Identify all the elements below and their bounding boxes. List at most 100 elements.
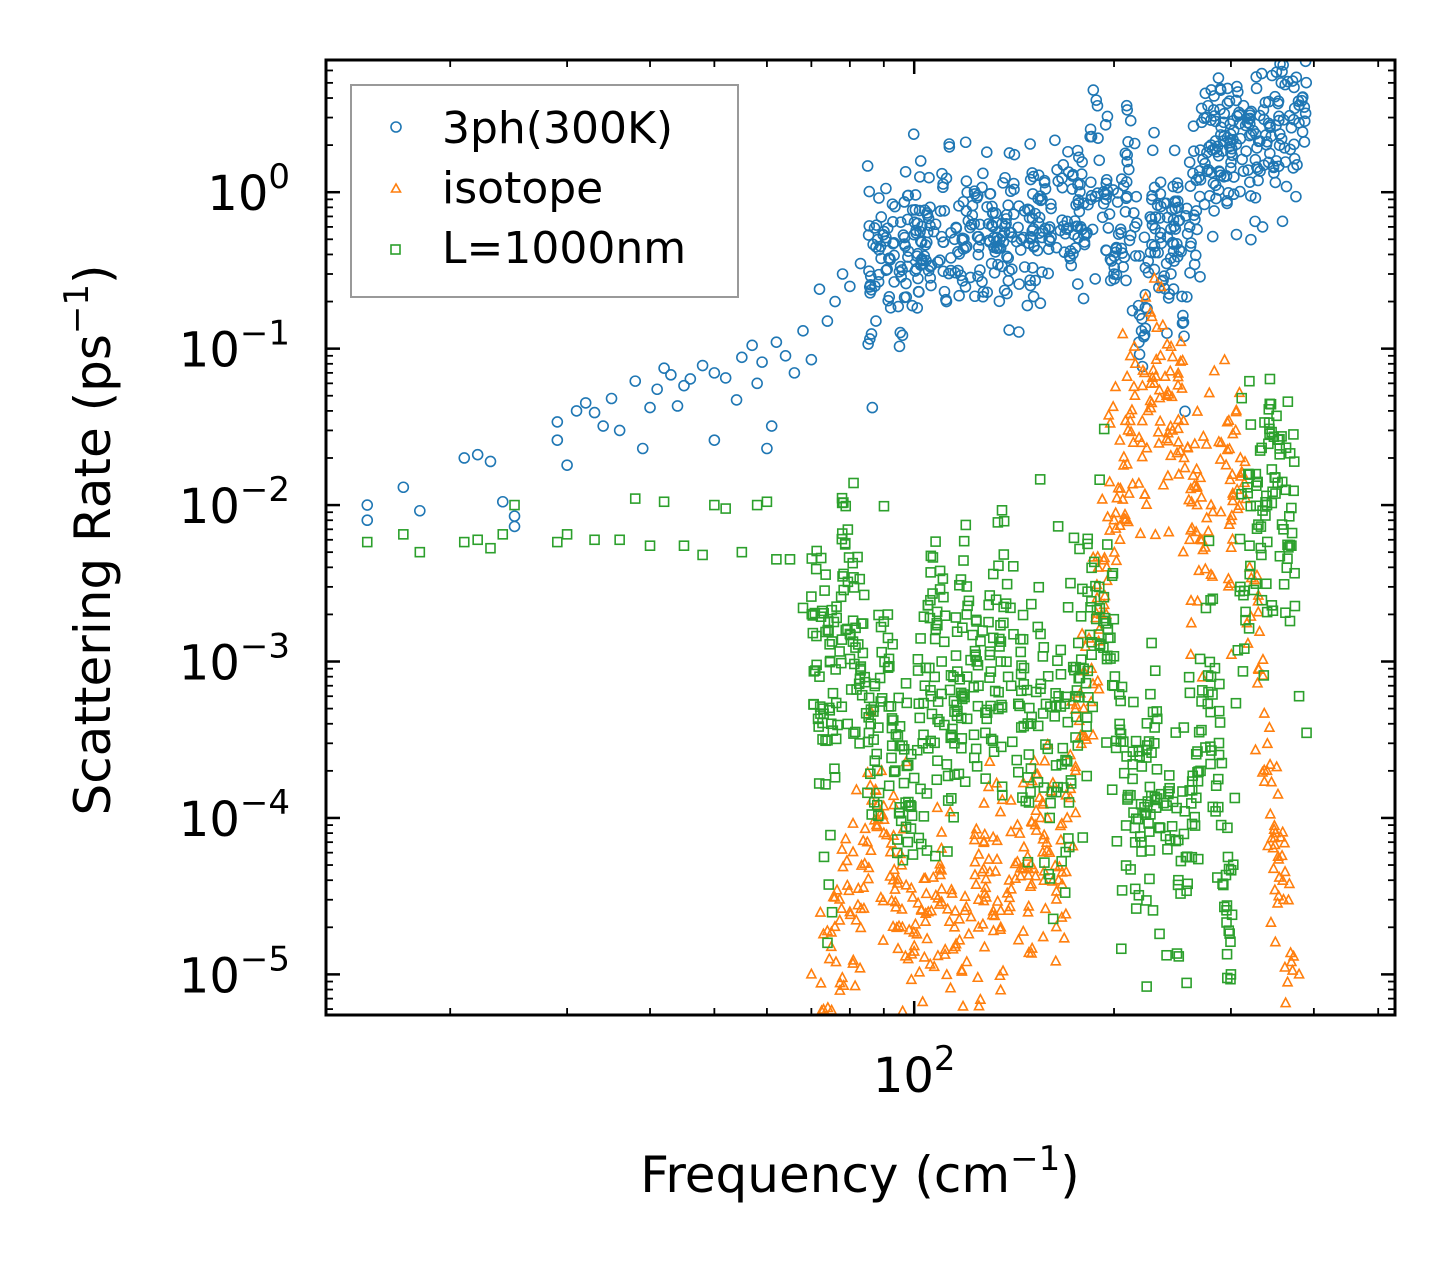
data-point-isotope xyxy=(858,857,871,869)
data-point-3ph xyxy=(1189,249,1202,262)
data-point-isotope xyxy=(1005,882,1018,894)
y-tick-label: 10−5 xyxy=(179,939,290,1004)
data-point-isotope xyxy=(1188,479,1201,491)
data-point-3ph xyxy=(1160,257,1173,270)
data-point-3ph xyxy=(1024,173,1037,186)
data-point-l1000nm xyxy=(614,534,625,546)
data-point-3ph xyxy=(927,225,940,238)
data-point-3ph xyxy=(893,340,906,353)
data-point-isotope xyxy=(960,955,973,967)
data-point-3ph xyxy=(893,265,906,278)
data-point-isotope xyxy=(1096,492,1109,504)
data-point-3ph xyxy=(880,264,892,277)
data-point-l1000nm xyxy=(1060,754,1071,766)
data-point-l1000nm xyxy=(1026,598,1037,610)
data-point-isotope xyxy=(1099,589,1111,601)
data-point-3ph xyxy=(1237,165,1250,178)
data-point-3ph xyxy=(1203,190,1216,202)
data-point-isotope xyxy=(1056,817,1068,829)
data-point-isotope xyxy=(1261,737,1274,749)
data-point-isotope xyxy=(1197,543,1209,555)
data-point-l1000nm xyxy=(1284,448,1296,459)
data-point-isotope xyxy=(911,927,923,939)
data-point-3ph xyxy=(863,265,875,277)
data-point-isotope xyxy=(852,898,864,910)
data-point-isotope xyxy=(974,992,987,1004)
data-point-l1000nm xyxy=(970,614,982,626)
data-point-isotope xyxy=(847,956,859,968)
data-point-l1000nm xyxy=(1261,536,1273,548)
data-point-3ph xyxy=(892,300,905,313)
data-point-l1000nm xyxy=(1059,887,1071,898)
data-point-isotope xyxy=(1269,883,1281,895)
data-point-l1000nm xyxy=(990,594,1002,606)
data-point-l1000nm xyxy=(1016,660,1027,671)
data-point-l1000nm xyxy=(917,738,929,749)
data-point-3ph xyxy=(889,200,901,213)
data-point-isotope xyxy=(949,940,962,952)
data-point-3ph xyxy=(1096,211,1109,224)
data-point-isotope xyxy=(1122,515,1135,527)
data-point-l1000nm xyxy=(1256,594,1268,606)
data-point-isotope xyxy=(947,942,959,954)
data-point-l1000nm xyxy=(1234,533,1246,545)
data-point-isotope xyxy=(1107,400,1119,412)
data-point-3ph xyxy=(1188,209,1200,221)
data-point-isotope xyxy=(1060,788,1072,800)
data-point-isotope xyxy=(1038,754,1051,766)
data-point-l1000nm xyxy=(1094,474,1105,486)
data-point-3ph xyxy=(914,155,927,167)
data-point-isotope xyxy=(1279,996,1292,1008)
data-point-l1000nm xyxy=(1224,928,1235,939)
data-point-l1000nm xyxy=(848,582,860,593)
data-point-l1000nm xyxy=(822,937,833,949)
data-point-3ph xyxy=(974,264,986,276)
data-point-3ph xyxy=(1027,290,1040,303)
data-point-l1000nm xyxy=(1235,581,1246,593)
data-point-isotope xyxy=(847,953,860,965)
data-point-l1000nm xyxy=(998,601,1009,613)
data-point-l1000nm xyxy=(807,627,819,639)
data-point-l1000nm xyxy=(1050,687,1061,699)
data-point-isotope xyxy=(1172,366,1185,378)
data-point-isotope xyxy=(1242,636,1254,648)
data-point-isotope xyxy=(982,852,995,864)
data-point-3ph xyxy=(942,267,955,280)
data-point-isotope xyxy=(896,902,908,914)
data-point-3ph xyxy=(1266,69,1278,82)
data-point-3ph xyxy=(1100,174,1113,186)
data-point-l1000nm xyxy=(1225,969,1237,980)
data-point-isotope xyxy=(933,897,946,909)
data-point-3ph xyxy=(984,236,996,248)
data-point-3ph xyxy=(1008,148,1021,161)
x-tick-label-base: 10 xyxy=(873,1048,934,1104)
data-point-3ph xyxy=(1193,171,1205,184)
data-point-3ph xyxy=(458,452,471,464)
data-point-3ph xyxy=(1028,241,1040,253)
data-point-3ph xyxy=(977,167,989,180)
data-point-l1000nm xyxy=(509,499,520,511)
data-point-3ph xyxy=(1225,146,1237,159)
data-point-3ph xyxy=(761,442,773,455)
data-point-3ph xyxy=(588,406,601,419)
data-point-l1000nm xyxy=(852,551,863,563)
data-point-l1000nm xyxy=(1122,789,1134,801)
data-point-3ph xyxy=(1270,119,1282,132)
data-point-3ph xyxy=(870,219,883,231)
data-point-3ph xyxy=(863,185,876,198)
data-point-l1000nm xyxy=(998,515,1010,527)
data-point-isotope xyxy=(1005,793,1017,805)
data-point-isotope xyxy=(1257,652,1269,664)
data-point-l1000nm xyxy=(1248,584,1260,596)
data-point-3ph xyxy=(1093,154,1106,167)
data-point-l1000nm xyxy=(866,809,878,820)
data-point-l1000nm xyxy=(961,609,973,620)
data-point-3ph xyxy=(1272,95,1285,107)
data-point-3ph xyxy=(1298,136,1311,148)
data-point-l1000nm xyxy=(1141,981,1152,992)
data-point-3ph xyxy=(1085,176,1097,189)
data-point-l1000nm xyxy=(458,536,470,548)
data-point-isotope xyxy=(814,905,827,917)
data-point-isotope xyxy=(1128,380,1140,392)
data-point-l1000nm xyxy=(1266,464,1278,475)
